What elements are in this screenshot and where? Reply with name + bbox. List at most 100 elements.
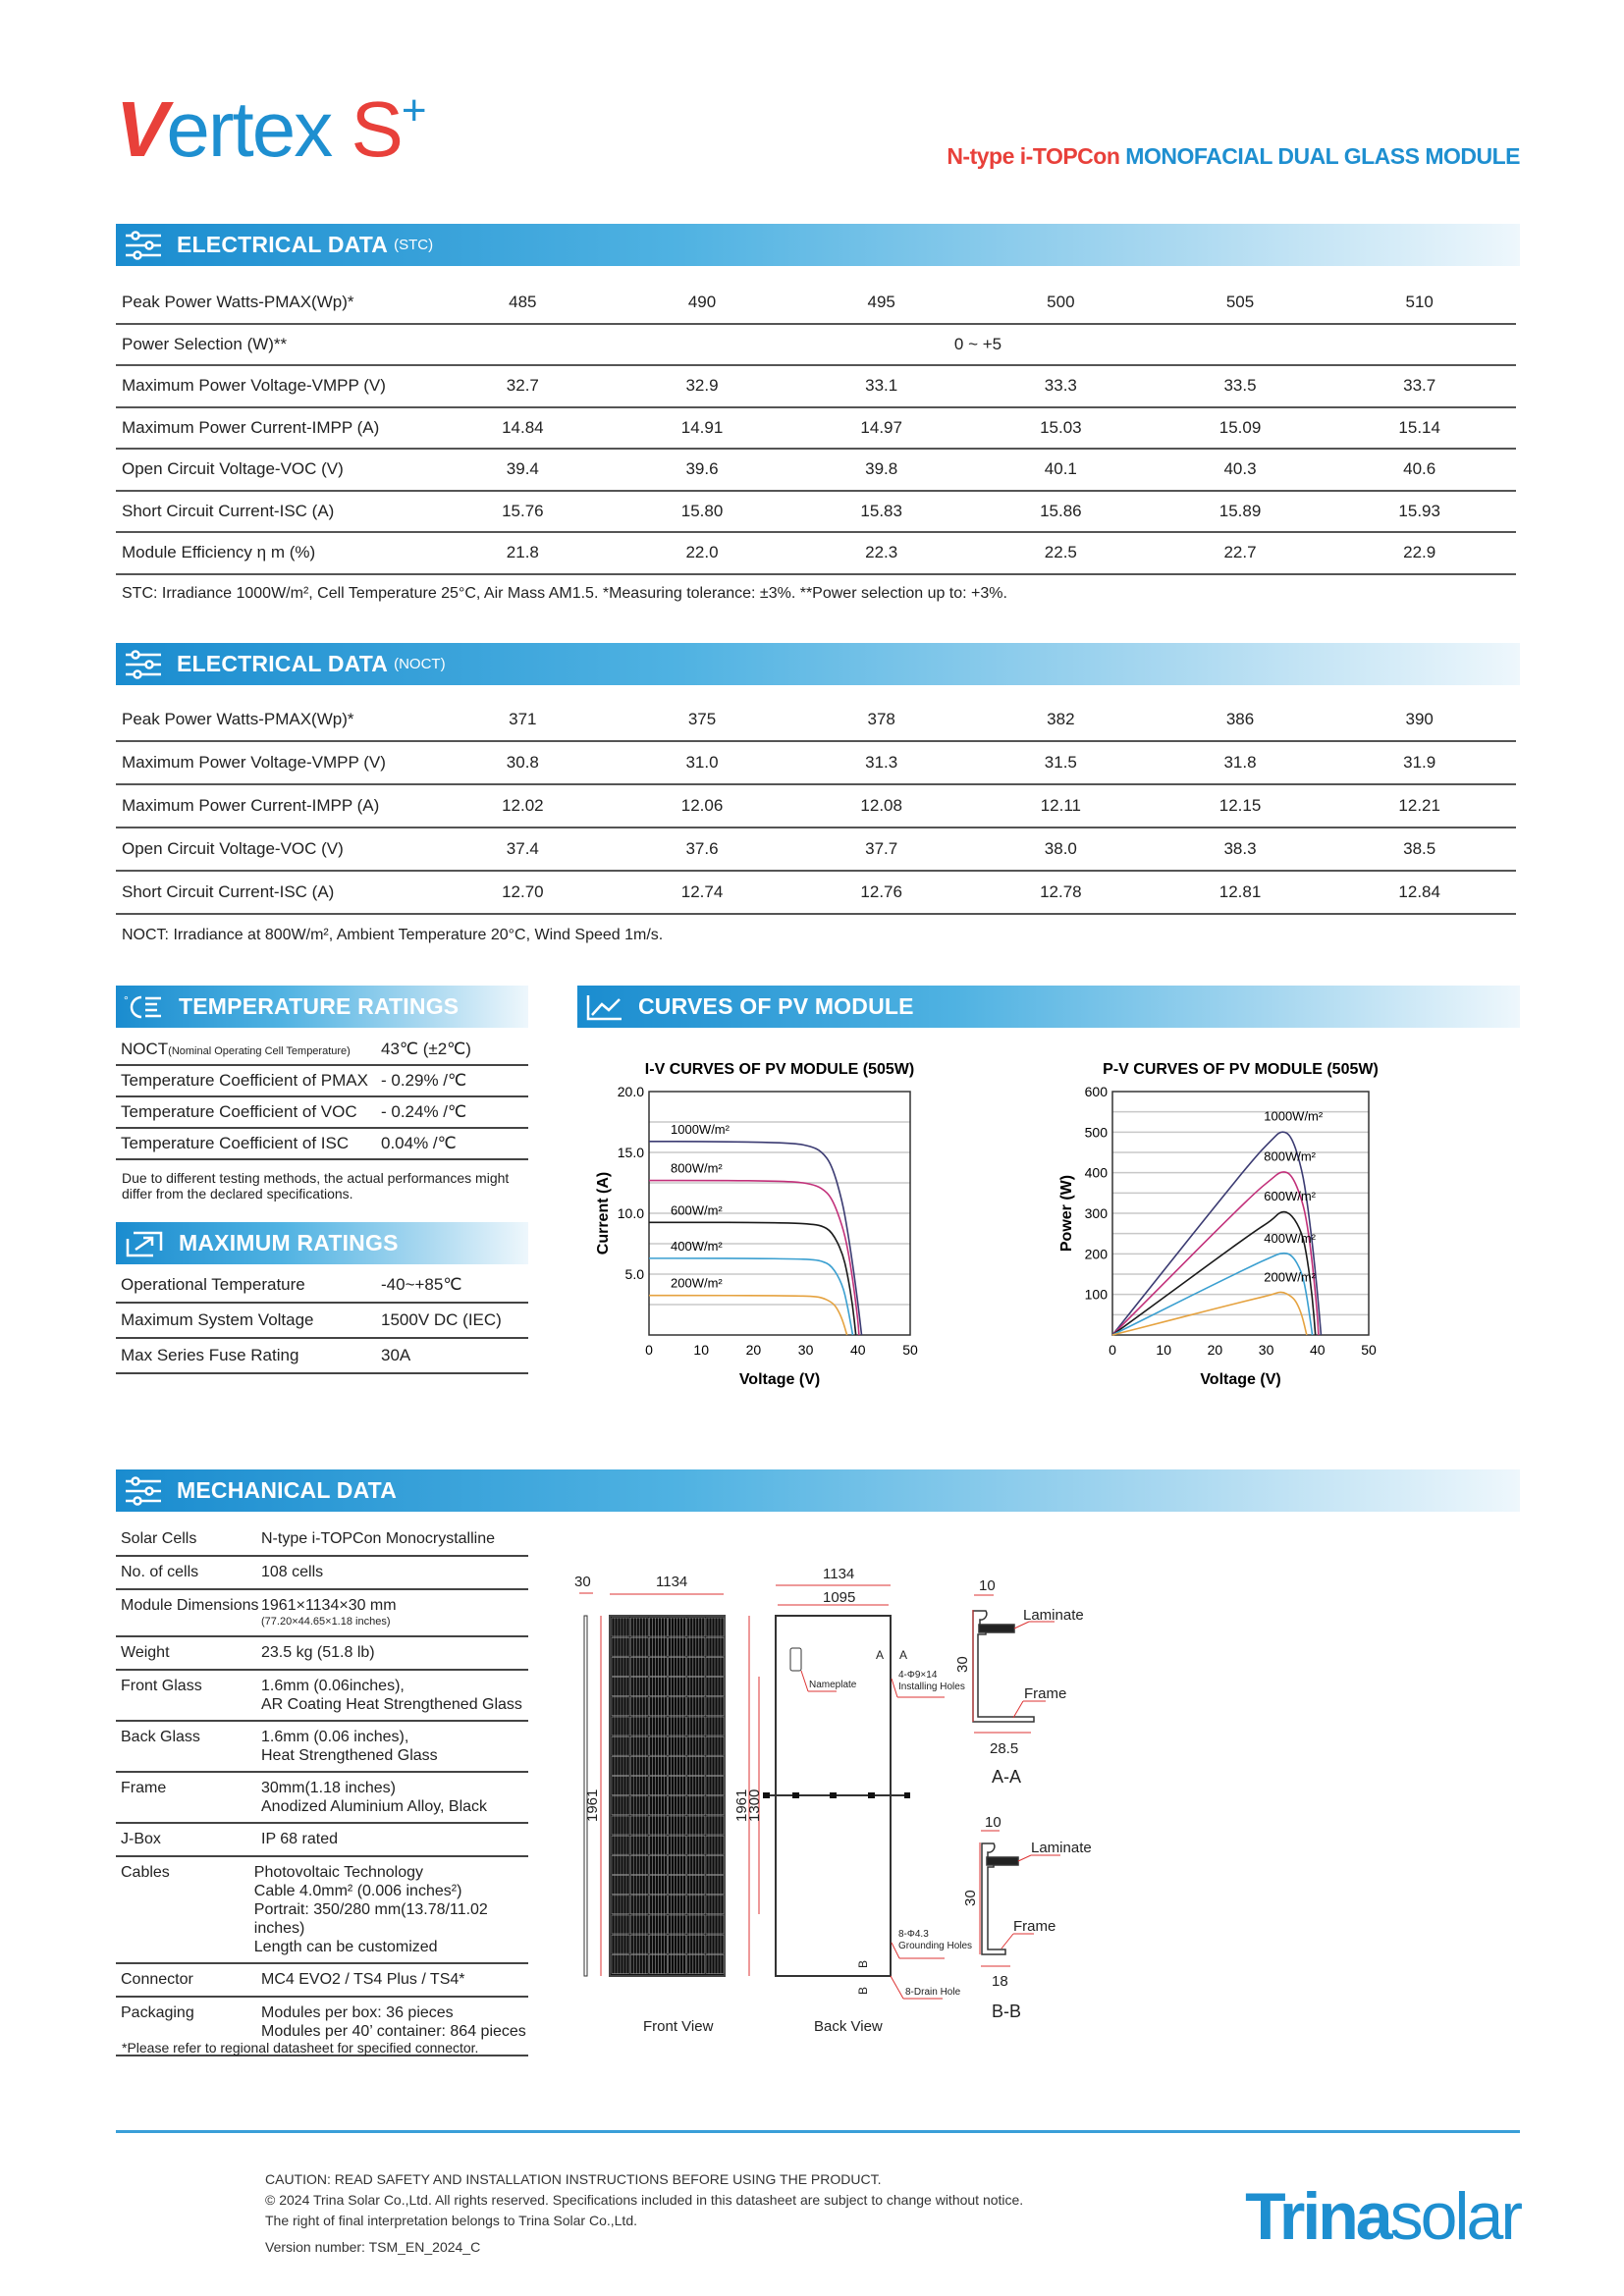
subtitle-blue: MONOFACIAL DUAL GLASS MODULE xyxy=(1125,143,1520,169)
x-tick-label: 30 xyxy=(1259,1342,1274,1358)
y-tick-label: 20.0 xyxy=(618,1084,644,1099)
row-value: 38.5 xyxy=(1403,839,1436,858)
row-value: 43℃ (±2℃) xyxy=(381,1040,471,1058)
row-value: 31.9 xyxy=(1403,753,1436,772)
row-value: 12.11 xyxy=(1040,796,1081,815)
row-value: 15.14 xyxy=(1398,417,1440,437)
section-title: ELECTRICAL DATA xyxy=(177,651,389,676)
curves-section-header: CURVES OF PV MODULE xyxy=(577,986,1520,1028)
row-value: - 0.24% /℃ xyxy=(381,1102,467,1121)
table-row: Cables Photovoltaic Technology Cable 4.0mm… xyxy=(116,1857,528,1964)
row-value: 30A xyxy=(381,1346,411,1364)
y-tick-label: 100 xyxy=(1085,1287,1109,1303)
series-label: 200W/m² xyxy=(1264,1269,1316,1284)
row-value: 14.97 xyxy=(860,417,902,437)
row-label: Maximum System Voltage xyxy=(116,1310,381,1330)
svg-text:°: ° xyxy=(124,993,129,1007)
curve-chart-icon xyxy=(586,994,622,1020)
series-label: 400W/m² xyxy=(1264,1231,1316,1246)
row-value: 40.6 xyxy=(1403,459,1436,479)
nameplate-label: Nameplate xyxy=(809,1680,857,1690)
row-label: Weight xyxy=(121,1644,170,1661)
plot-frame xyxy=(1111,1091,1370,1336)
value-line: Portrait: 350/280 mm(13.78/11.02 inches) xyxy=(253,1901,488,1937)
y-tick-label: 600 xyxy=(1085,1084,1109,1099)
section-b-b-drawing xyxy=(979,1830,1060,1967)
row-value: 1500V DC (IEC) xyxy=(381,1310,502,1329)
series-label: 600W/m² xyxy=(1264,1189,1316,1203)
table-row: Maximum Power Voltage-VMPP (V) 32.7 32.9 33… xyxy=(116,366,1516,408)
row-value: 12.06 xyxy=(680,796,724,815)
row-value: 495 xyxy=(867,293,895,312)
table-row: Maximum Power Current-IMPP (A) 14.84 14.91… xyxy=(116,408,1516,450)
row-value: 15.03 xyxy=(1040,417,1082,437)
table-row: Maximum Power Current-IMPP (A) 12.02 12.06… xyxy=(116,785,1516,828)
table-row: Solar Cells N-type i-TOPCon Monocrystalli… xyxy=(116,1523,528,1557)
series-line xyxy=(649,1257,854,1336)
iv-chart: I-V CURVES OF PV MODULE (505W) 0 10 20 30 40 5… xyxy=(595,1061,918,1388)
row-value: 500 xyxy=(1047,293,1075,312)
value-line: Heat Strengthened Glass xyxy=(261,1747,438,1764)
row-label: Solar Cells xyxy=(121,1530,197,1547)
interpretation-text: The right of final interpretation belong… xyxy=(265,2213,637,2228)
row-label: Maximum Power Voltage-VMPP (V) xyxy=(122,753,386,772)
section-a-height-dim: 30 xyxy=(954,1656,971,1673)
section-a-bottom-dim: 28.5 xyxy=(990,1740,1018,1757)
table-row: Module Dimensions 1961×1134×30 mm (77.20×4… xyxy=(116,1590,528,1637)
x-tick-label: 20 xyxy=(1208,1342,1223,1358)
row-value: 15.76 xyxy=(502,501,544,520)
row-value: 390 xyxy=(1405,710,1434,728)
row-value: 15.83 xyxy=(860,501,902,520)
row-label: Temperature Coefficient of VOC xyxy=(116,1102,381,1122)
row-label: Short Circuit Current-ISC (A) xyxy=(122,882,335,901)
vertex-logo: Vertex S+ xyxy=(116,89,426,169)
logo-trina: Trina xyxy=(1245,2179,1392,2254)
value-line: MC4 EVO2 / TS4 Plus / TS4* xyxy=(261,1971,465,1988)
section-tag: (STC) xyxy=(394,237,434,253)
row-value: 12.76 xyxy=(860,882,902,901)
install-holes-spec: 4-Φ9×14 xyxy=(898,1670,938,1681)
row-value: -40~+85℃ xyxy=(381,1275,462,1294)
row-label: NOCT(Nominal Operating Cell Temperature) xyxy=(116,1040,381,1059)
noct-section-header: ELECTRICAL DATA (NOCT) xyxy=(116,643,1520,685)
row-value: 0 ~ +5 xyxy=(953,334,1002,353)
y-tick-label: 15.0 xyxy=(618,1145,644,1160)
row-value: - 0.29% /℃ xyxy=(381,1071,467,1090)
product-subtitle: N-type i-TOPCon MONOFACIAL DUAL GLASS MO… xyxy=(947,143,1520,170)
plot-frame xyxy=(648,1091,911,1336)
table-row: Operational Temperature -40~+85℃ xyxy=(116,1268,528,1304)
row-value: 0.04% /℃ xyxy=(381,1134,457,1152)
chart-title: P-V CURVES OF PV MODULE (505W) xyxy=(1103,1061,1379,1078)
front-height-dim: 1961 xyxy=(584,1789,601,1822)
section-b-laminate-label: Laminate xyxy=(1031,1840,1092,1856)
mechanical-table: Solar Cells N-type i-TOPCon Monocrystalli… xyxy=(116,1523,528,2056)
value-line: 23.5 kg (51.8 lb) xyxy=(261,1644,375,1661)
value-line: Anodized Aluminium Alloy, Black xyxy=(261,1798,488,1815)
x-tick-label: 0 xyxy=(645,1342,653,1358)
series-line xyxy=(649,1221,857,1336)
y-tick-label: 10.0 xyxy=(618,1205,644,1221)
x-tick-label: 0 xyxy=(1109,1342,1116,1358)
row-label: No. of cells xyxy=(121,1564,199,1580)
section-title: MAXIMUM RATINGS xyxy=(179,1230,399,1255)
section-b-frame-label: Frame xyxy=(1013,1918,1056,1935)
x-tick-label: 10 xyxy=(693,1342,709,1358)
row-value: 32.9 xyxy=(685,376,719,396)
table-row: Temperature Coefficient of VOC - 0.24% /℃ xyxy=(116,1097,528,1129)
table-row: Open Circuit Voltage-VOC (V) 39.4 39.6 39.8… xyxy=(116,450,1516,492)
section-b-height-dim: 30 xyxy=(962,1890,979,1906)
value-line: Cable 4.0mm² (0.006 inches²) xyxy=(253,1883,462,1899)
row-value: 15.89 xyxy=(1218,501,1262,520)
row-value: 12.02 xyxy=(502,796,544,815)
row-value: N-type i-TOPCon Monocrystalline xyxy=(261,1529,495,1548)
row-label: Short Circuit Current-ISC (A) xyxy=(122,501,335,520)
row-label: Temperature Coefficient of PMAX xyxy=(116,1071,381,1091)
row-value: 33.7 xyxy=(1403,376,1436,396)
row-value: 32.7 xyxy=(506,376,539,396)
section-b-caption: B-B xyxy=(992,2002,1021,2021)
row-value: 510 xyxy=(1405,293,1434,312)
series-line xyxy=(1111,1252,1314,1336)
stc-section-header: ELECTRICAL DATA (STC) xyxy=(116,224,1520,266)
row-value: 12.81 xyxy=(1218,882,1262,901)
maximum-table: Operational Temperature -40~+85℃ Maximum S… xyxy=(116,1268,528,1374)
